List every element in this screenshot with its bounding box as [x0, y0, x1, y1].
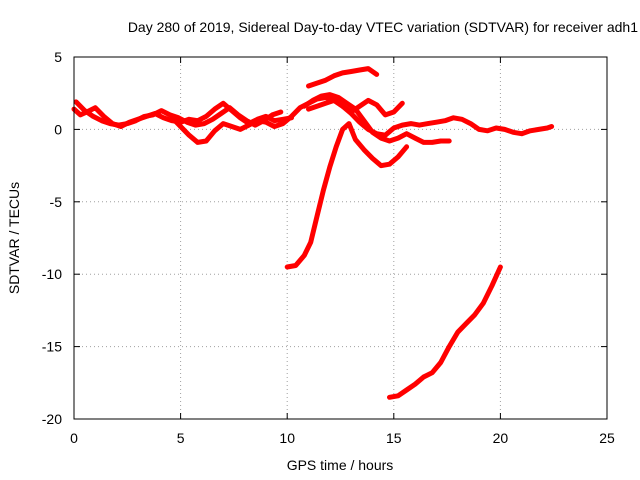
- x-axis-label: GPS time / hours: [287, 457, 394, 473]
- plot-frame: [73, 56, 608, 420]
- x-tick-label: 15: [386, 430, 402, 446]
- x-tick-label: 25: [599, 430, 615, 446]
- y-tick-label: -10: [42, 266, 62, 282]
- x-tick-label: 10: [279, 430, 295, 446]
- series-line-satellite-track-g: [284, 121, 410, 270]
- y-axis-label: SDTVAR / TECUs: [6, 182, 22, 294]
- series-line-satellite-track-e: [306, 97, 405, 118]
- x-tick-labels: 0 5 10 15 20 25: [70, 430, 615, 446]
- series-line-satellite-track-d: [301, 92, 452, 145]
- series-line-satellite-track-c: [169, 95, 555, 145]
- y-tick-labels: 5 0 -5 -10 -15 -20: [42, 49, 62, 427]
- axis-ticks: [73, 56, 608, 420]
- chart-title: Day 280 of 2019, Sidereal Day-to-day VTE…: [128, 19, 638, 35]
- series-line-satellite-track-f: [306, 66, 380, 89]
- y-tick-label: -5: [50, 194, 63, 210]
- x-tick-label: 0: [70, 430, 78, 446]
- x-tick-label: 20: [493, 430, 509, 446]
- series-line-satellite-track-b: [73, 99, 284, 128]
- y-tick-label: 5: [54, 49, 62, 65]
- y-tick-label: 0: [54, 121, 62, 137]
- data-series: [71, 66, 555, 400]
- y-tick-label: -15: [42, 339, 62, 355]
- x-tick-label: 5: [177, 430, 185, 446]
- series-line-satellite-track-h: [387, 264, 503, 400]
- y-tick-label: -20: [42, 411, 62, 427]
